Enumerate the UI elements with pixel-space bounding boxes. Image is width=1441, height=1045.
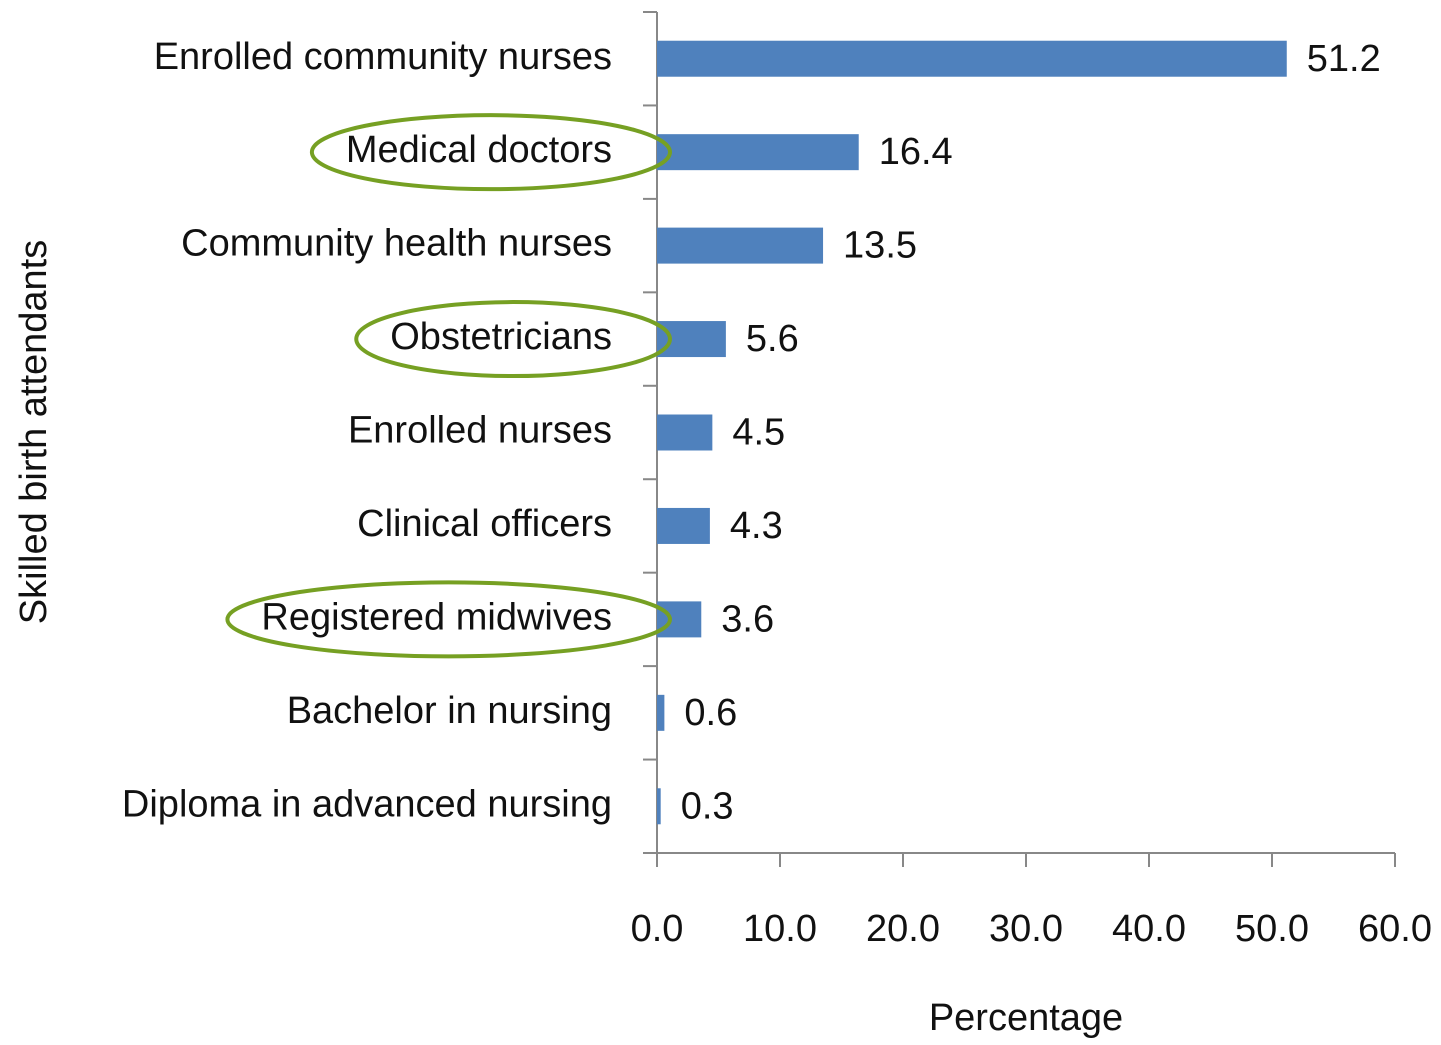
x-tick-label: 0.0 [631,908,684,950]
y-tick-label: Obstetricians [390,316,612,358]
y-tick-label: Community health nurses [181,223,612,265]
y-tick-label: Enrolled nurses [348,410,612,452]
x-tick-label: 50.0 [1235,908,1309,950]
bar [657,321,726,358]
value-label: 3.6 [721,598,774,640]
bar [657,788,661,825]
x-tick-label: 40.0 [1112,908,1186,950]
value-label: 13.5 [843,225,917,267]
y-tick-label: Medical doctors [346,129,612,171]
bar [657,414,713,451]
y-tick-label: Diploma in advanced nursing [122,783,612,825]
y-tick-label: Registered midwives [261,596,612,638]
value-label: 5.6 [746,318,799,360]
highlight-ellipse [309,113,672,192]
value-label: 4.3 [730,505,783,547]
bar [657,601,702,638]
bar [657,40,1287,77]
value-label: 51.2 [1307,38,1381,80]
bar [657,507,710,544]
y-tick-label: Enrolled community nurses [154,36,612,78]
bar [657,227,824,264]
value-label: 4.5 [732,412,785,454]
x-tick-label: 10.0 [743,908,817,950]
highlight-ellipse [225,580,672,659]
bar [657,694,665,731]
highlight-ellipse [354,300,672,379]
x-tick-label: 20.0 [866,908,940,950]
value-label: 0.6 [684,692,737,734]
x-tick-label: 60.0 [1358,908,1432,950]
x-tick-label: 30.0 [989,908,1063,950]
y-tick-label: Bachelor in nursing [287,690,612,732]
bar [657,134,859,171]
value-label: 16.4 [879,131,953,173]
y-axis-title: Skilled birth attendants [13,240,55,624]
x-axis-title: Percentage [929,997,1123,1039]
y-tick-label: Clinical officers [357,503,612,545]
value-label: 0.3 [681,785,734,827]
